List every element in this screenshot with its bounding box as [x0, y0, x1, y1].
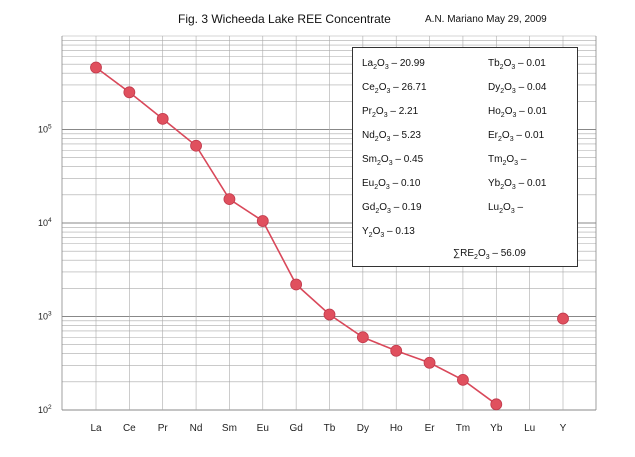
legend-entry-left: La2O3 – 20.99 — [362, 58, 425, 71]
data-point-dy — [356, 331, 369, 344]
chart-author-date: A.N. Mariano May 29, 2009 — [425, 14, 547, 25]
data-point-yb — [490, 398, 503, 411]
chart-title: Fig. 3 Wicheeda Lake REE Concentrate — [178, 12, 391, 26]
y-tick-label: 103 — [38, 311, 52, 322]
legend-entry-right: Tb2O3 – 0.01 — [488, 58, 546, 71]
legend-entry-left: Nd2O3 – 5.23 — [362, 130, 421, 143]
x-tick-label: Ce — [123, 423, 136, 434]
y-tick-label: 105 — [38, 124, 52, 135]
x-tick-label: Sm — [222, 423, 237, 434]
data-point-nd — [190, 139, 202, 152]
data-point-ce — [123, 86, 136, 99]
x-tick-label: Pr — [158, 423, 169, 434]
legend-entry-right: Er2O3 – 0.01 — [488, 130, 545, 143]
x-tick-label: Ho — [390, 423, 403, 434]
data-point-sm — [223, 193, 236, 206]
legend-entry-left: Eu2O3 – 0.10 — [362, 178, 421, 191]
x-tick-label: Gd — [289, 423, 302, 434]
x-tick-label: Eu — [257, 423, 269, 434]
x-tick-label: La — [90, 423, 102, 434]
x-tick-label: Tm — [456, 423, 470, 434]
x-tick-label: Er — [425, 423, 436, 434]
legend-entry-right: Ho2O3 – 0.01 — [488, 106, 547, 119]
legend-entry-left: Gd2O3 – 0.19 — [362, 202, 422, 215]
x-tick-label: Nd — [190, 423, 203, 434]
legend-entry-left: Y2O3 – 0.13 — [362, 226, 415, 239]
x-axis: La Ce Pr Nd Sm Eu Gd Tb Dy Ho Er Tm Yb Lu Y — [90, 423, 566, 434]
legend-entry-left: Sm2O3 – 0.45 — [362, 154, 424, 167]
data-point-ho — [390, 344, 403, 357]
data-point-la — [90, 61, 102, 74]
legend-entry-right: Dy2O3 – 0.04 — [488, 82, 547, 95]
data-point-eu — [256, 215, 269, 227]
data-point-er — [423, 356, 436, 369]
x-tick-label: Yb — [490, 423, 503, 434]
data-point-tm — [457, 373, 469, 386]
data-point-tb — [323, 308, 336, 321]
legend-entry-right: Tm2O3 – — [488, 154, 527, 167]
legend-total: ∑RE2O3 – 56.09 — [453, 248, 526, 261]
data-point-y — [557, 312, 569, 325]
x-tick-label: Dy — [357, 423, 369, 434]
legend-entry-left: Pr2O3 – 2.21 — [362, 106, 419, 119]
x-tick-label: Y — [560, 423, 567, 434]
y-axis: 102 103 104 105 — [38, 124, 52, 416]
composition-legend-box: La2O3 – 20.99 Ce2O3 – 26.71 Pr2O3 – 2.21 Nd… — [352, 47, 578, 267]
series-ree — [90, 61, 569, 411]
y-tick-label: 104 — [38, 217, 52, 228]
legend-entry-right: Lu2O3 – — [488, 202, 524, 215]
x-tick-label: Tb — [324, 423, 336, 434]
y-tick-label: 102 — [38, 404, 52, 415]
data-point-pr — [156, 112, 169, 125]
x-tick-label: Lu — [524, 423, 535, 434]
legend-entry-left: Ce2O3 – 26.71 — [362, 82, 427, 95]
legend-entry-right: Yb2O3 – 0.01 — [488, 178, 547, 191]
data-point-gd — [290, 278, 303, 291]
